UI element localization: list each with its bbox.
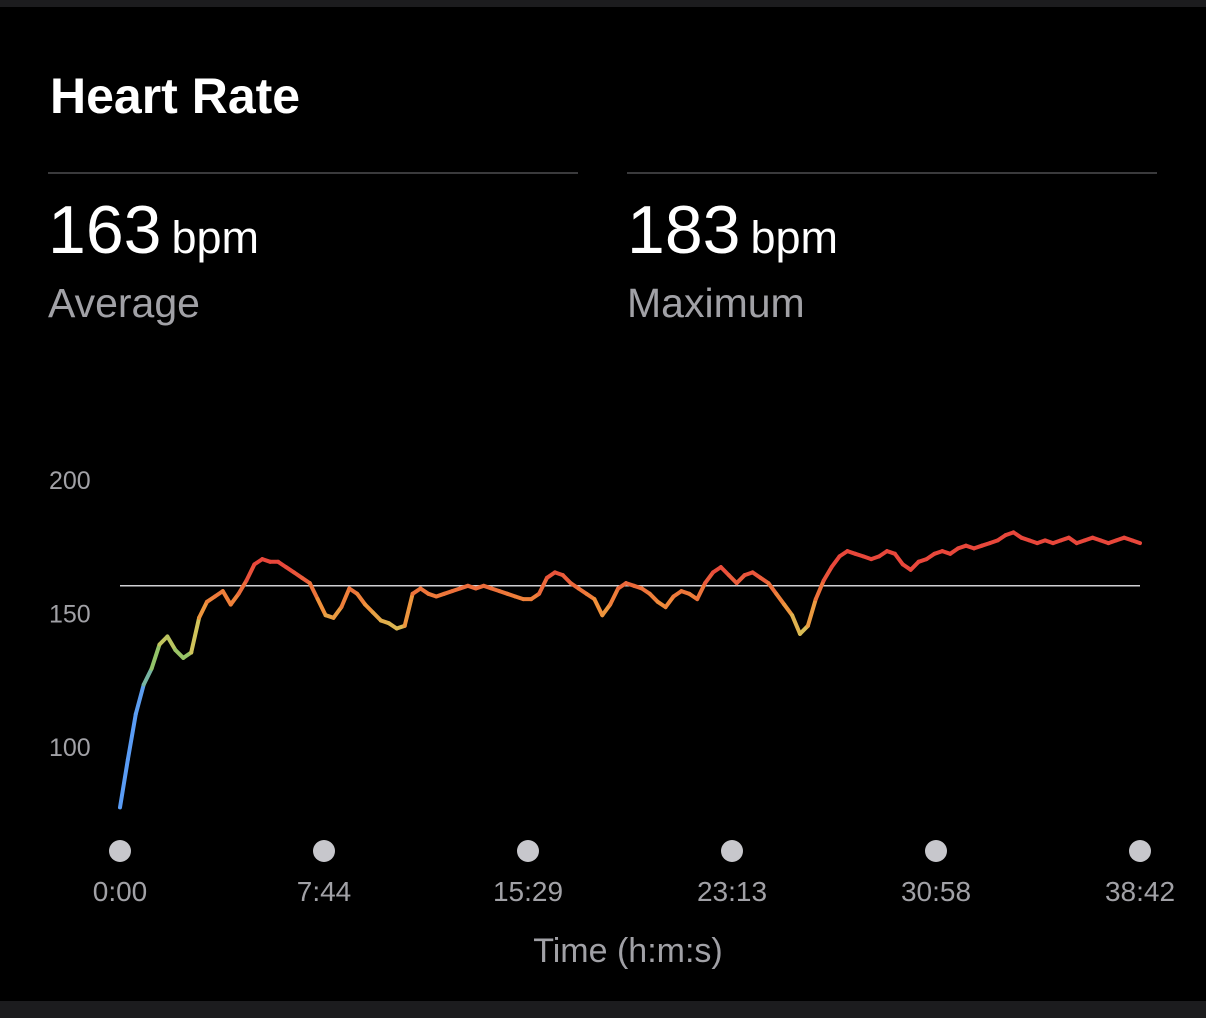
heart-rate-line-segment [829,554,842,570]
heart-rate-card: Heart Rate 163 bpm Average 183 bpm Maximum… [0,7,1206,1001]
x-axis-label: Time (h:m:s) [533,932,723,970]
heart-rate-line-segment [133,682,146,716]
heart-rate-line-segment [805,597,818,628]
heart-rate-line-segment [782,602,795,618]
heart-rate-line-segment [355,591,368,607]
heart-rate-line-segment [703,570,715,586]
heart-rate-line-segment [165,634,178,652]
heart-rate-line-segment [220,589,233,607]
x-tick-label: 7:44 [297,876,352,907]
heart-rate-line-segment [821,565,834,583]
heart-rate-line-segment [663,594,676,610]
heart-rate-line-segment [892,551,905,567]
average-unit: bpm [171,212,260,263]
maximum-value: 183 bpm [627,196,1157,264]
divider [627,172,1157,174]
heart-rate-line-segment [315,597,328,618]
x-tick-dot [721,840,743,862]
average-stat: 163 bpm Average [48,172,578,327]
x-tick-dot [925,840,947,862]
heart-rate-line-segment [402,591,415,628]
maximum-label: Maximum [627,280,805,326]
x-tick-label: 38:42 [1105,876,1175,907]
heart-rate-line-segment [537,575,549,596]
average-value: 163 bpm [48,196,578,264]
heart-rate-line-segment [600,602,613,618]
heart-rate-line-segment [813,578,826,602]
card-title: Heart Rate [50,68,301,124]
heart-rate-line-segment [236,578,249,596]
x-tick-label: 23:13 [697,876,767,907]
heart-rate-line-segment [125,712,138,762]
heart-rate-chart: 100 150 200 0:00 7:44 15:29 23:13 30:58 38:42 T… [49,467,1175,970]
x-tick-label: 30:58 [901,876,971,907]
heart-rate-line-segment [228,591,241,607]
x-tick-label: 15:29 [493,876,563,907]
x-tick-dot [109,840,131,862]
heart-rate-line-segment [197,599,209,620]
heart-rate-line-segment [774,591,787,607]
maximum-stat: 183 bpm Maximum [627,172,1157,327]
maximum-unit: bpm [750,212,839,263]
heart-rate-line-segment [766,581,779,596]
maximum-number: 183 [627,192,741,268]
divider [48,172,578,174]
x-tick-dot [1129,840,1151,862]
heart-rate-line-segment [244,562,257,583]
y-tick-label: 150 [49,601,91,629]
x-tick-dot [313,840,335,862]
heart-rate-line-segment [141,666,154,687]
heart-rate-line-segment [1130,538,1142,546]
heart-rate-line-segment [790,613,802,636]
heart-rate-line-segment [331,605,344,620]
heart-rate-line-segment [339,586,352,610]
heart-rate-series [118,530,1142,810]
heart-rate-line-segment [592,597,605,618]
heart-rate-line-segment [608,586,621,607]
x-axis: 0:00 7:44 15:29 23:13 30:58 38:42 [93,840,1175,907]
y-tick-label: 100 [49,734,91,762]
heart-rate-line-segment [149,642,162,671]
x-tick-label: 0:00 [93,876,148,907]
average-number: 163 [48,192,162,268]
heart-rate-line-segment [189,615,202,655]
y-tick-label: 200 [49,467,91,495]
heart-rate-line-segment [307,581,320,602]
y-axis: 100 150 200 [49,467,91,762]
heart-rate-line-segment [695,581,708,602]
average-label: Average [48,280,200,326]
heart-rate-line-segment [118,757,130,810]
x-tick-dot [517,840,539,862]
